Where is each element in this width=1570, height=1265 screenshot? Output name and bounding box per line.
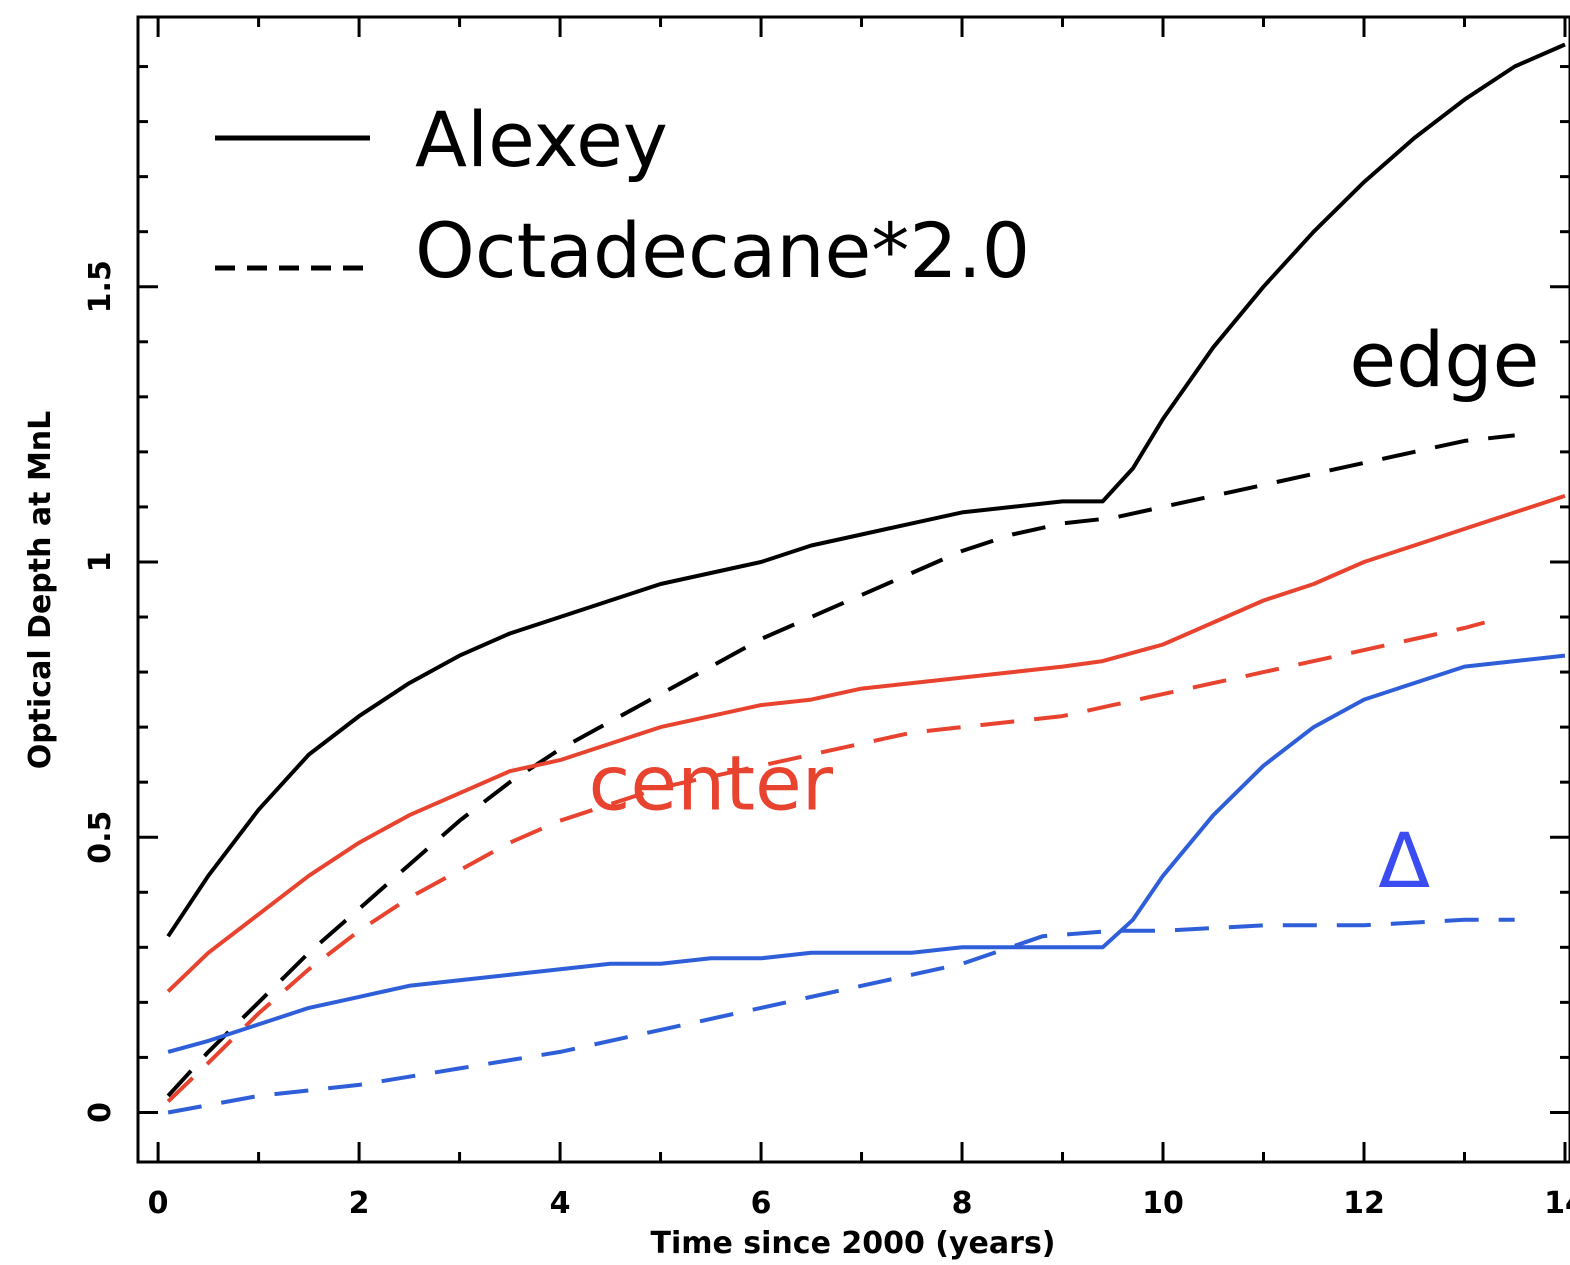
y-tick-label: 1 [83, 552, 118, 573]
annotations: edge center Δ [589, 315, 1540, 905]
x-tick-label: 4 [550, 1186, 571, 1221]
delta-dashed-line [167, 917, 1515, 1115]
x-axis-title: Time since 2000 (years) [650, 1226, 1055, 1261]
axis-ticks: 0 2 4 6 8 10 12 14 0 0.5 1 1.5 [83, 17, 1570, 1221]
edge-solid-line [166, 42, 1566, 938]
x-tick-label: 2 [349, 1186, 370, 1221]
y-axis-title: Optical Depth at MnL [23, 411, 58, 770]
x-tick-label: 14 [1544, 1186, 1570, 1221]
legend-label: Alexey [415, 95, 668, 184]
x-tick-label: 6 [751, 1186, 772, 1221]
legend: Alexey Octadecane*2.0 [215, 95, 1030, 295]
annotation-label: center [589, 739, 834, 828]
x-tick-label: 0 [148, 1186, 169, 1221]
y-tick-label: 1.5 [83, 260, 118, 313]
center-solid-line [166, 493, 1566, 993]
delta-solid-line [167, 653, 1566, 1054]
x-tick-label: 12 [1343, 1186, 1385, 1221]
series-layer [166, 42, 1566, 1115]
plot-frame [136, 15, 1570, 1164]
annotation-label: edge [1349, 315, 1539, 404]
x-tick-label: 8 [952, 1186, 973, 1221]
annotation-label: Δ [1378, 816, 1430, 905]
center-dashed-line [166, 620, 1486, 1103]
edge-dashed-line [166, 433, 1515, 1098]
x-tick-label: 10 [1142, 1186, 1184, 1221]
y-tick-label: 0 [83, 1102, 118, 1123]
y-tick-label: 0.5 [83, 811, 118, 864]
legend-label: Octadecane*2.0 [415, 206, 1030, 295]
